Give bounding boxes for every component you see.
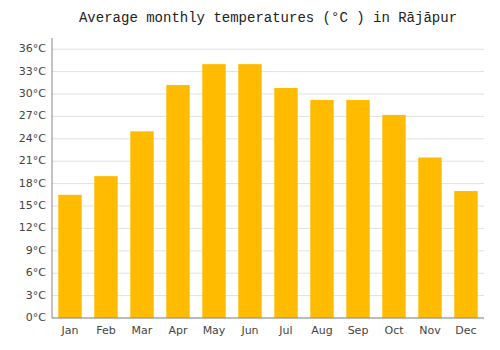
bar	[418, 157, 441, 318]
y-tick-label: 9°C	[26, 244, 46, 257]
grid-line	[52, 94, 484, 95]
y-tick-label: 27°C	[19, 109, 46, 122]
y-tick-label: 18°C	[19, 177, 46, 190]
x-tick-label: Aug	[311, 324, 332, 337]
x-axis-line	[52, 318, 484, 319]
y-grid	[52, 49, 484, 318]
y-tick-label: 3°C	[26, 289, 46, 302]
x-tick-label: Jan	[61, 324, 79, 337]
x-tick-label: May	[203, 324, 226, 337]
y-tick-label: 15°C	[19, 199, 46, 212]
bar	[202, 64, 225, 318]
x-tick-label: Sep	[348, 324, 369, 337]
grid-line	[52, 116, 484, 117]
x-tick-label: Jul	[278, 324, 292, 337]
x-ticks: Jan Feb Mar Apr May Jun Jul Aug Sep Oct Nov Dec	[61, 324, 477, 337]
bar	[166, 85, 189, 318]
chart: 0°C 3°C 6°C 9°C 12°C 15°C 18°C 21°C 24°C 27°C 30°C…	[0, 0, 500, 350]
grid-line	[52, 318, 484, 319]
bar	[274, 88, 297, 318]
bar	[346, 100, 369, 318]
y-axis-line	[52, 38, 53, 318]
bar	[382, 115, 405, 318]
x-tick-label: Apr	[168, 324, 188, 337]
y-tick-label: 12°C	[19, 221, 46, 234]
bar	[454, 191, 477, 318]
y-tick-label: 36°C	[19, 42, 46, 55]
bar	[130, 131, 153, 318]
x-tick-label: Mar	[132, 324, 153, 337]
x-tick-label: Nov	[419, 324, 441, 337]
y-tick-label: 6°C	[26, 266, 46, 279]
x-tick-label: Feb	[96, 324, 115, 337]
bars	[58, 64, 477, 318]
bar	[238, 64, 261, 318]
y-ticks: 0°C 3°C 6°C 9°C 12°C 15°C 18°C 21°C 24°C 27°C 30°C…	[19, 42, 46, 324]
bar	[310, 100, 333, 318]
bar	[58, 195, 81, 318]
title: Average monthly temperatures (°C ) in Rā…	[79, 10, 457, 26]
y-tick-label: 24°C	[19, 132, 46, 145]
x-tick-label: Jun	[240, 324, 258, 337]
y-tick-label: 30°C	[19, 87, 46, 100]
y-tick-label: 0°C	[26, 311, 46, 324]
grid-line	[52, 71, 484, 72]
bar	[94, 176, 117, 318]
x-tick-label: Dec	[455, 324, 476, 337]
grid-line	[52, 138, 484, 139]
grid-line	[52, 49, 484, 50]
y-tick-label: 33°C	[19, 65, 46, 78]
x-tick-label: Oct	[384, 324, 404, 337]
y-tick-label: 21°C	[19, 154, 46, 167]
